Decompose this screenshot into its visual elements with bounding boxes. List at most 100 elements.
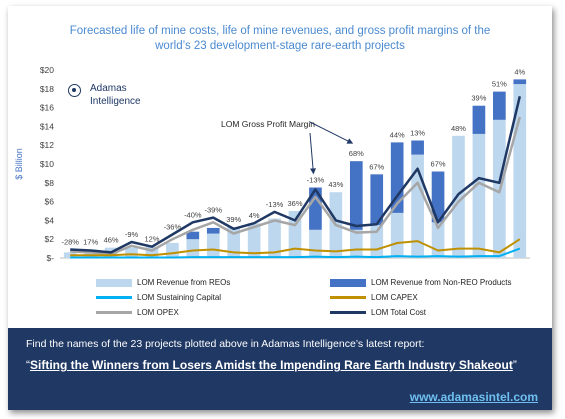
bar-revenue-reo: [166, 242, 179, 258]
legend-item-total: LOM Total Cost: [330, 308, 426, 317]
margin-label: -9%: [125, 230, 139, 239]
banner-open-quote: “: [26, 358, 30, 372]
report-title-link[interactable]: Sifting the Winners from Losers Amidst t…: [30, 358, 513, 372]
legend-item-capex: LOM CAPEX: [330, 293, 418, 302]
bar-revenue-reo: [84, 249, 97, 258]
bar-revenue-nonreo: [390, 142, 404, 213]
bar-revenue-nonreo: [370, 174, 384, 226]
legend-label-reo: LOM Revenue from REOs: [137, 278, 231, 287]
bar-revenue-reo: [268, 218, 281, 258]
legend-swatch-total: [330, 311, 366, 314]
margin-label: 48%: [451, 124, 466, 133]
chart-legend: LOM Revenue from REOs LOM Revenue from N…: [8, 274, 552, 324]
legend-item-opex: LOM OPEX: [96, 308, 179, 317]
y-tick-label: $-: [46, 253, 54, 263]
y-tick-label: $14: [40, 121, 54, 131]
line-capex: [70, 238, 521, 257]
bar-revenue-reo: [145, 246, 159, 258]
margin-label: 17%: [83, 238, 98, 247]
legend-swatch-nonreo: [330, 278, 366, 287]
bar-revenue-nonreo: [206, 227, 220, 234]
annotation-arrow: [309, 132, 317, 175]
bar-revenue-reo: [125, 247, 138, 258]
legend-label-opex: LOM OPEX: [137, 308, 179, 317]
margin-label: 39%: [471, 94, 486, 103]
y-tick-label: $6: [45, 197, 55, 207]
logo-line2: Intelligence: [90, 96, 141, 107]
annotation-arrow: [309, 121, 354, 144]
y-tick-label: $12: [40, 140, 54, 150]
margin-label: 67%: [369, 162, 384, 171]
banner-close-quote: ”: [512, 358, 517, 372]
bar-revenue-reo: [247, 223, 261, 258]
margin-label: 12%: [144, 235, 159, 244]
banner-intro: Find the names of the 23 projects plotte…: [26, 338, 425, 350]
website-link[interactable]: www.adamasintel.com: [409, 390, 538, 404]
bar-revenue-nonreo: [472, 105, 486, 134]
legend-label-total: LOM Total Cost: [371, 308, 426, 317]
line-sustaining-capital: [70, 247, 521, 259]
margin-label: 44%: [390, 130, 405, 139]
margin-label: 68%: [349, 149, 364, 158]
margin-label: 4%: [249, 211, 260, 220]
margin-label: 51%: [492, 80, 507, 89]
bar-revenue-nonreo: [493, 91, 506, 120]
legend-item-reo: LOM Revenue from REOs: [96, 278, 230, 287]
margin-label: -13%: [307, 176, 325, 185]
legend-label-nonreo: LOM Revenue from Non-REO Products: [371, 278, 512, 287]
infographic-card: Forecasted life of mine costs, life of m…: [8, 6, 552, 410]
banner-report-title: “Sifting the Winners from Losers Amidst …: [26, 358, 517, 372]
y-tick-label: $10: [40, 159, 54, 169]
bar-revenue-reo: [452, 135, 465, 258]
margin-label: -39%: [205, 206, 223, 215]
line-opex: [70, 116, 522, 256]
bar-revenue-reo: [206, 233, 220, 258]
margin-label: -36%: [164, 223, 182, 232]
legend-swatch-capex: [330, 296, 366, 299]
y-tick-label: $4: [45, 215, 55, 225]
annotation-gross-profit-margin: LOM Gross Profit Margin: [221, 119, 315, 129]
margin-label: -28%: [61, 238, 79, 247]
bar-revenue-reo: [227, 226, 241, 258]
legend-swatch-sustaining: [96, 296, 132, 299]
bar-revenue-nonreo: [309, 187, 322, 230]
bar-revenue-nonreo: [186, 231, 200, 240]
margin-label: 13%: [410, 129, 425, 138]
adamas-logo: Adamas Intelligence: [68, 80, 141, 118]
margin-label: 46%: [104, 236, 119, 245]
margin-label: 43%: [328, 180, 343, 189]
y-axis-label: $ Billion: [14, 148, 24, 180]
chart-title-line2: world’s 23 development-stage rare-earth …: [155, 40, 405, 52]
bar-revenue-reo: [186, 239, 200, 258]
y-tick-label: $20: [40, 65, 54, 75]
chart: $ Billion $- $2 $4 $6 $8 $10 $12 $14 $16 $18 $20 -28…: [14, 65, 530, 263]
chart-title-line1: Forecasted life of mine costs, life of m…: [69, 25, 491, 37]
legend-item-nonreo: LOM Revenue from Non-REO Products: [330, 278, 512, 287]
y-tick-label: $8: [45, 178, 55, 188]
legend-swatch-reo: [96, 278, 132, 287]
bar-revenue-nonreo: [411, 140, 424, 155]
y-tick-label: $18: [40, 84, 54, 94]
margin-label: -40%: [184, 210, 202, 219]
legend-swatch-opex: [96, 311, 132, 314]
bar-revenue-nonreo: [431, 171, 445, 223]
adamas-logo-icon: [68, 84, 81, 97]
margin-label: 4%: [514, 67, 525, 76]
bar-revenue-reo: [349, 229, 363, 258]
margin-label: 67%: [431, 160, 446, 169]
margin-label: 36%: [287, 199, 302, 208]
bar-revenue-reo: [472, 133, 486, 258]
bar-revenue-reo: [390, 212, 404, 258]
logo-line1: Adamas: [90, 83, 127, 94]
legend-label-sustaining: LOM Sustaining Capital: [137, 293, 222, 302]
margin-label: 39%: [226, 215, 241, 224]
margin-label: -13%: [266, 200, 284, 209]
bar-revenue-nonreo: [513, 79, 527, 85]
y-tick-label: $2: [45, 234, 55, 244]
report-banner: Find the names of the 23 projects plotte…: [8, 328, 552, 410]
legend-item-sustaining: LOM Sustaining Capital: [96, 293, 221, 302]
bar-revenue-reo: [309, 229, 322, 258]
legend-label-capex: LOM CAPEX: [371, 293, 418, 302]
chart-title: Forecasted life of mine costs, life of m…: [8, 24, 552, 54]
y-tick-label: $16: [40, 103, 54, 113]
